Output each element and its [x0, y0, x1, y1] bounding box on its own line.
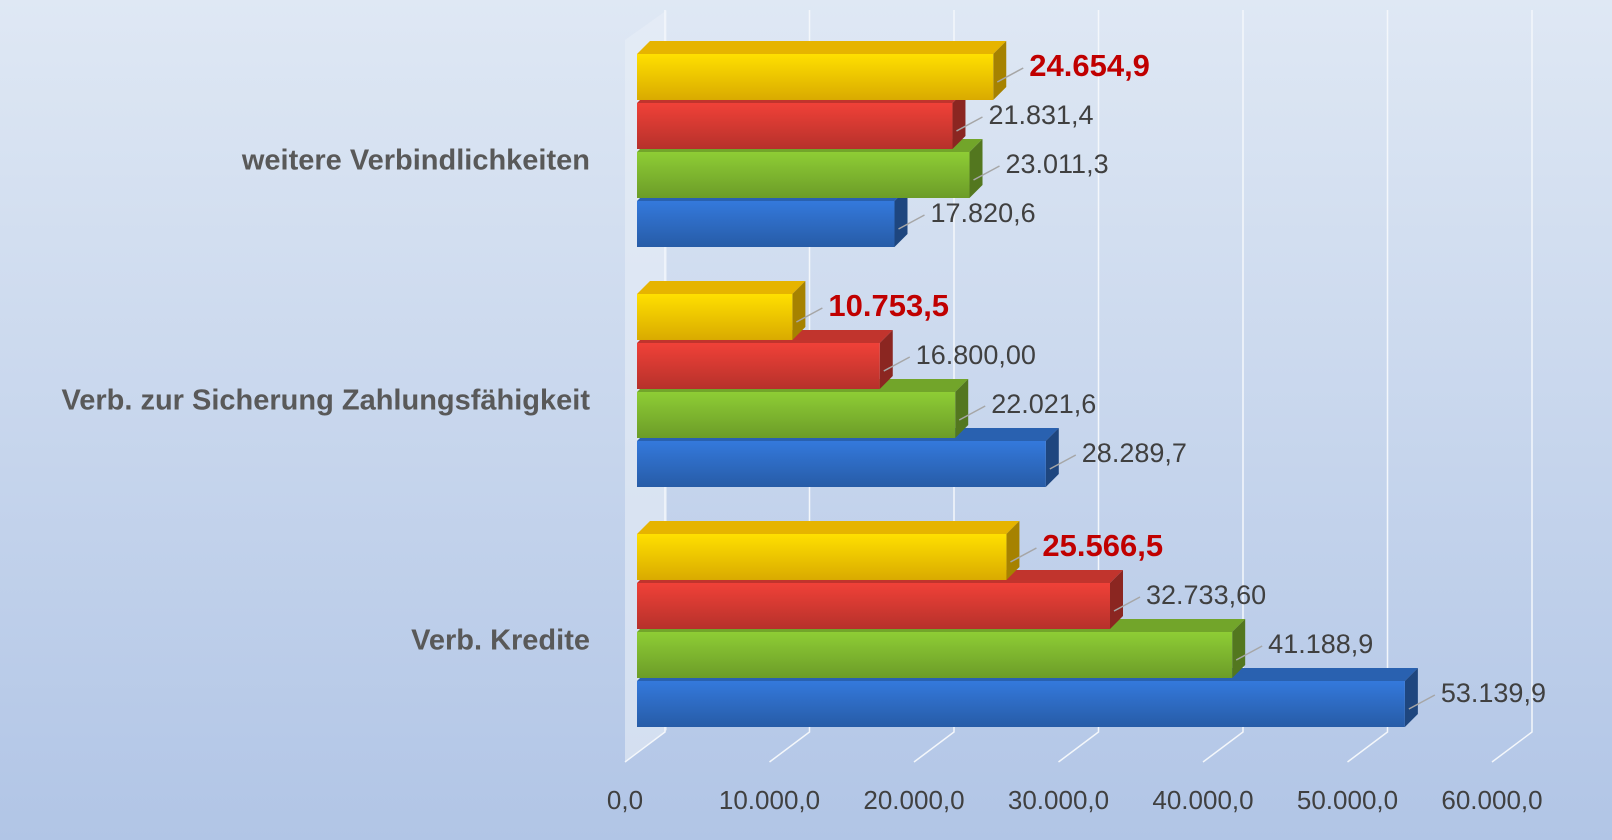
bar — [637, 534, 1007, 580]
bar — [637, 392, 956, 438]
x-tick-label: 0,0 — [607, 785, 643, 815]
value-label: 22.021,6 — [991, 389, 1096, 419]
bar — [637, 681, 1405, 727]
value-label: 32.733,60 — [1146, 580, 1266, 610]
category-label: weitere Verbindlichkeiten — [241, 145, 590, 177]
bar — [637, 583, 1111, 629]
x-tick-label: 30.000,0 — [1008, 785, 1109, 815]
bar-side — [955, 379, 969, 438]
value-label: 24.654,9 — [1029, 48, 1150, 83]
bar-side — [879, 330, 893, 389]
bar-top — [637, 41, 1007, 54]
leader-line — [1049, 454, 1077, 470]
leader-line — [1113, 596, 1141, 612]
bar — [637, 103, 953, 149]
grid-line — [624, 10, 666, 763]
bar-top — [637, 281, 806, 294]
leader-line — [996, 67, 1024, 83]
leader-line — [1408, 694, 1436, 710]
bar-side — [969, 139, 983, 198]
bar-side — [1404, 668, 1418, 727]
leader-line — [1010, 547, 1037, 563]
bar-side — [1045, 428, 1059, 487]
grid-line — [1202, 10, 1244, 763]
value-label: 23.011,3 — [1006, 149, 1109, 179]
category-label: Verb. Kredite — [411, 625, 590, 657]
x-tick-label: 10.000,0 — [719, 785, 820, 815]
bar-side — [1232, 619, 1246, 678]
bar-side — [792, 281, 806, 340]
bar-top — [637, 521, 1020, 534]
value-label: 25.566,5 — [1042, 528, 1163, 563]
value-label: 10.753,5 — [828, 288, 949, 323]
bar-side — [1110, 570, 1124, 629]
value-label: 21.831,4 — [988, 100, 1093, 130]
bar — [637, 152, 970, 198]
bar-side — [1006, 521, 1020, 580]
bar — [637, 294, 793, 340]
value-label: 16.800,00 — [916, 340, 1036, 370]
value-label: 28.289,7 — [1082, 438, 1187, 468]
bar — [637, 54, 994, 100]
grid-line — [1347, 10, 1389, 763]
bar-side — [952, 90, 966, 149]
x-tick-label: 50.000,0 — [1297, 785, 1398, 815]
x-tick-label: 40.000,0 — [1152, 785, 1253, 815]
bar — [637, 441, 1046, 487]
bar-side — [993, 41, 1007, 100]
bar — [637, 343, 880, 389]
value-label: 17.820,6 — [931, 198, 1036, 228]
bar-side — [894, 188, 908, 247]
value-label: 41.188,9 — [1268, 629, 1373, 659]
bar — [637, 201, 895, 247]
category-label: Verb. zur Sicherung Zahlungsfähigkeit — [61, 385, 590, 417]
leader-line — [1235, 645, 1263, 661]
value-label: 53.139,9 — [1441, 678, 1546, 708]
x-tick-label: 60.000,0 — [1441, 785, 1542, 815]
x-tick-label: 20.000,0 — [863, 785, 964, 815]
leader-line — [898, 214, 925, 230]
grid-line — [913, 10, 955, 763]
leader-line — [958, 405, 986, 421]
bar — [637, 632, 1233, 678]
leader-line — [796, 307, 823, 323]
grid-line — [1058, 10, 1100, 763]
leader-line — [883, 356, 911, 372]
leader-line — [973, 165, 1000, 181]
grid-line — [1491, 10, 1533, 763]
leader-line — [956, 116, 983, 132]
grid-line — [769, 10, 811, 763]
